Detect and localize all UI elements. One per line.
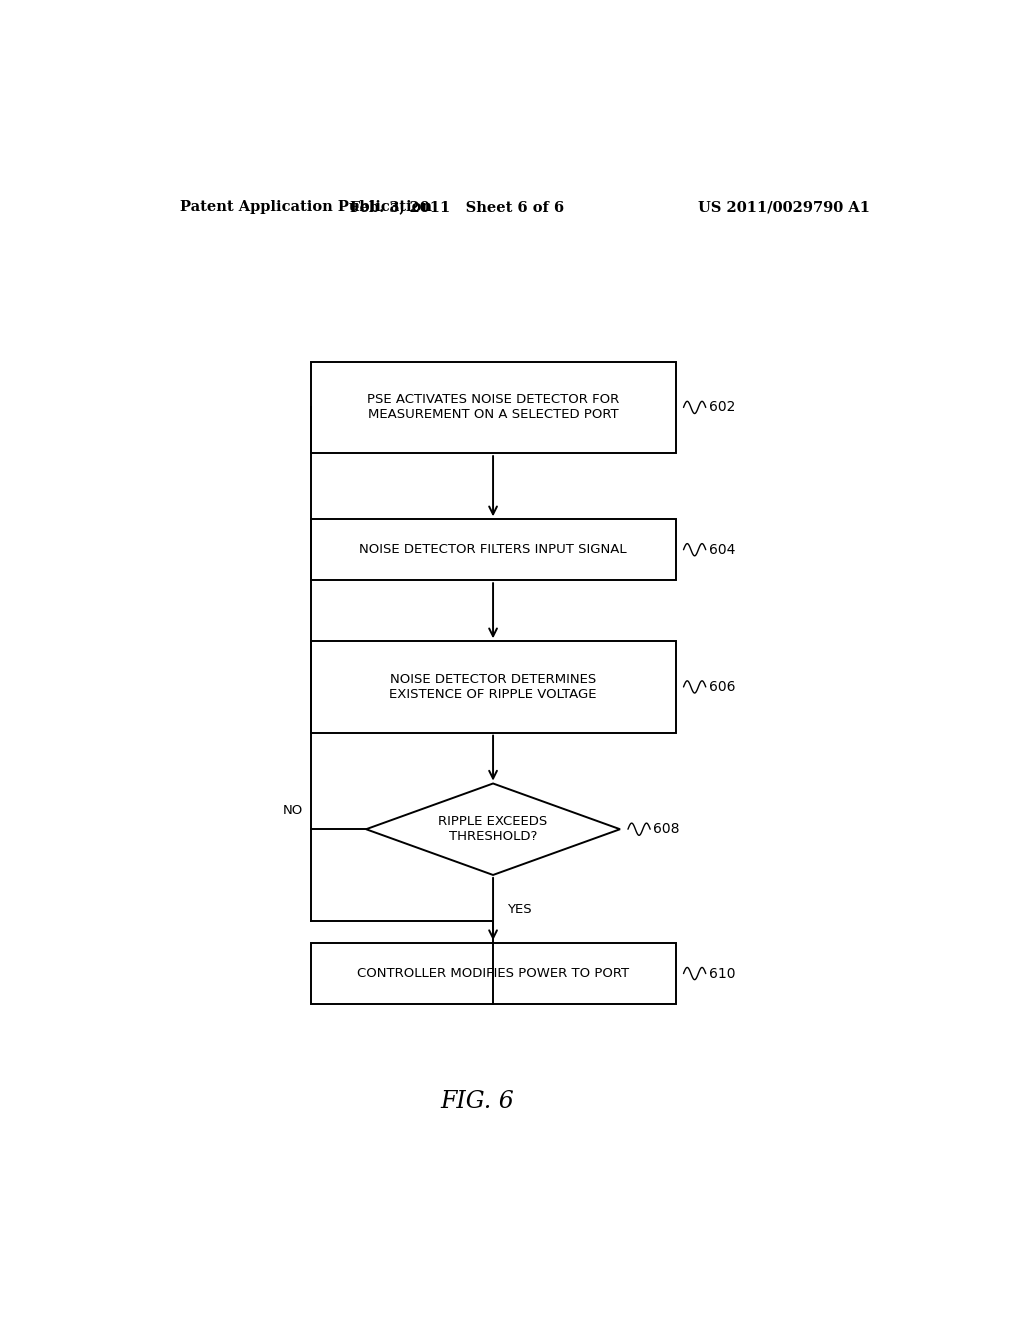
- Bar: [310, 362, 676, 453]
- Text: YES: YES: [507, 903, 531, 916]
- Text: NOISE DETECTOR DETERMINES
EXISTENCE OF RIPPLE VOLTAGE: NOISE DETECTOR DETERMINES EXISTENCE OF R…: [389, 673, 597, 701]
- Text: 610: 610: [709, 966, 735, 981]
- Text: RIPPLE EXCEEDS
THRESHOLD?: RIPPLE EXCEEDS THRESHOLD?: [438, 816, 548, 843]
- Bar: [310, 642, 676, 733]
- Text: 604: 604: [709, 543, 735, 557]
- Text: 602: 602: [709, 400, 735, 414]
- Text: Patent Application Publication: Patent Application Publication: [179, 201, 431, 214]
- Text: Feb. 3, 2011   Sheet 6 of 6: Feb. 3, 2011 Sheet 6 of 6: [350, 201, 564, 214]
- Text: 608: 608: [653, 822, 680, 837]
- Text: US 2011/0029790 A1: US 2011/0029790 A1: [698, 201, 870, 214]
- Text: NO: NO: [283, 804, 303, 817]
- Text: 606: 606: [709, 680, 735, 694]
- Text: CONTROLLER MODIFIES POWER TO PORT: CONTROLLER MODIFIES POWER TO PORT: [357, 968, 629, 979]
- Text: FIG. 6: FIG. 6: [440, 1090, 514, 1113]
- Bar: [310, 519, 676, 581]
- Bar: [310, 942, 676, 1005]
- Text: PSE ACTIVATES NOISE DETECTOR FOR
MEASUREMENT ON A SELECTED PORT: PSE ACTIVATES NOISE DETECTOR FOR MEASURE…: [367, 393, 620, 421]
- Text: NOISE DETECTOR FILTERS INPUT SIGNAL: NOISE DETECTOR FILTERS INPUT SIGNAL: [359, 544, 627, 556]
